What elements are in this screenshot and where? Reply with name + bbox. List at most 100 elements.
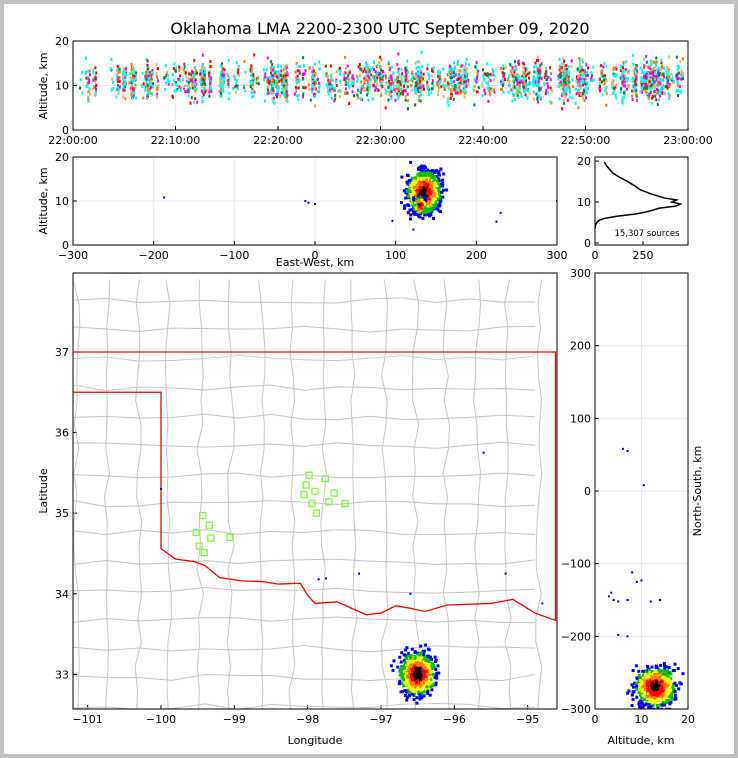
time-height-source (643, 57, 646, 61)
time-height-source (130, 89, 133, 93)
time-height-source (130, 62, 133, 66)
time-height-source (418, 94, 421, 98)
time-height-source (451, 73, 454, 77)
time-height-source (444, 78, 447, 82)
time-height-source (152, 82, 155, 86)
time-height-source (565, 75, 568, 79)
plan-view-source (429, 666, 433, 670)
time-height-source (304, 69, 307, 73)
time-height-source (282, 88, 285, 92)
ew-source (439, 167, 443, 171)
time-height-source (271, 82, 274, 86)
time-height-source (584, 93, 587, 97)
time-height-source (635, 98, 638, 102)
plan-view-source (430, 675, 434, 679)
plan-view-source (430, 688, 434, 692)
time-height-source (489, 93, 492, 97)
time-height-source (145, 58, 148, 62)
time-height-source (499, 87, 502, 91)
time-height-source (646, 78, 649, 82)
ew-source (416, 199, 420, 203)
time-height-source (366, 90, 369, 94)
time-height-source (252, 94, 255, 98)
time-height-source (133, 75, 136, 79)
time-height-source (538, 69, 541, 73)
plan-view-source (434, 683, 438, 687)
time-height-source (463, 95, 466, 99)
ew-source (438, 199, 442, 203)
time-height-source (621, 96, 624, 100)
time-height-source (648, 92, 651, 96)
time-height-source (399, 92, 402, 96)
time-height-source (272, 89, 275, 93)
time-height-source (208, 88, 211, 92)
time-height-source (538, 86, 541, 90)
time-height-source (365, 61, 368, 65)
ew-source (400, 200, 404, 204)
time-height-source (417, 98, 420, 102)
time-height-source (623, 84, 626, 88)
time-height-source (512, 77, 515, 81)
time-height-source (426, 67, 429, 71)
time-height-source (311, 74, 314, 78)
time-height-source (656, 103, 659, 107)
ew-source (426, 183, 430, 187)
ew-source (428, 172, 432, 176)
time-height-source (92, 87, 95, 91)
time-height-source (348, 79, 351, 83)
time-height-source (146, 59, 149, 63)
time-height-source (227, 82, 230, 86)
time-height-source (395, 86, 398, 90)
time-height-source (465, 68, 468, 72)
time-height-source (516, 94, 519, 98)
plan-view-source (398, 679, 402, 683)
time-height-source (431, 79, 434, 83)
plan-view-source (422, 690, 426, 694)
time-height-source (655, 56, 658, 60)
time-height-source (418, 75, 421, 79)
time-height-source (272, 96, 275, 100)
county-line (73, 297, 536, 304)
time-height-source (360, 80, 363, 84)
plan-view-source (417, 675, 421, 679)
ew-source (414, 192, 418, 196)
time-height-source (329, 83, 332, 87)
time-height-source (338, 66, 341, 70)
plan-view-source (420, 692, 424, 696)
time-height-source (641, 90, 644, 94)
time-height-source (452, 79, 455, 83)
time-height-source (397, 87, 400, 91)
time-height-source (420, 88, 423, 92)
time-height-source (511, 88, 514, 92)
time-height-source (191, 83, 194, 87)
time-height-source (123, 85, 126, 89)
plan-view-source (399, 660, 403, 664)
time-height-source (210, 87, 213, 91)
time-height-source (226, 73, 229, 77)
lat-axis-tick-label: 33 (55, 668, 69, 681)
time-height-source (525, 78, 528, 82)
time-height-source (419, 69, 422, 73)
plan-view-source (424, 658, 428, 662)
time-height-source (460, 64, 463, 68)
time-height-source (464, 76, 467, 80)
time-height-source (621, 65, 624, 69)
time-height-source (663, 75, 666, 79)
time-height-source (654, 75, 657, 79)
time-height-source (146, 95, 149, 99)
time-height-source (462, 69, 465, 73)
time-height-source (145, 96, 148, 100)
time-height-source (249, 81, 252, 85)
time-height-source (532, 83, 535, 87)
time-height-source (517, 62, 520, 66)
time-height-source (379, 55, 382, 59)
time-height-source (409, 84, 412, 88)
time-height-source (351, 80, 354, 84)
time-height-source (151, 84, 154, 88)
plan-view-source (400, 681, 404, 685)
time-height-source (352, 84, 355, 88)
time-height-source (166, 73, 169, 77)
time-height-source (657, 98, 660, 102)
time-height-source (477, 86, 480, 90)
time-height-source (603, 82, 606, 86)
